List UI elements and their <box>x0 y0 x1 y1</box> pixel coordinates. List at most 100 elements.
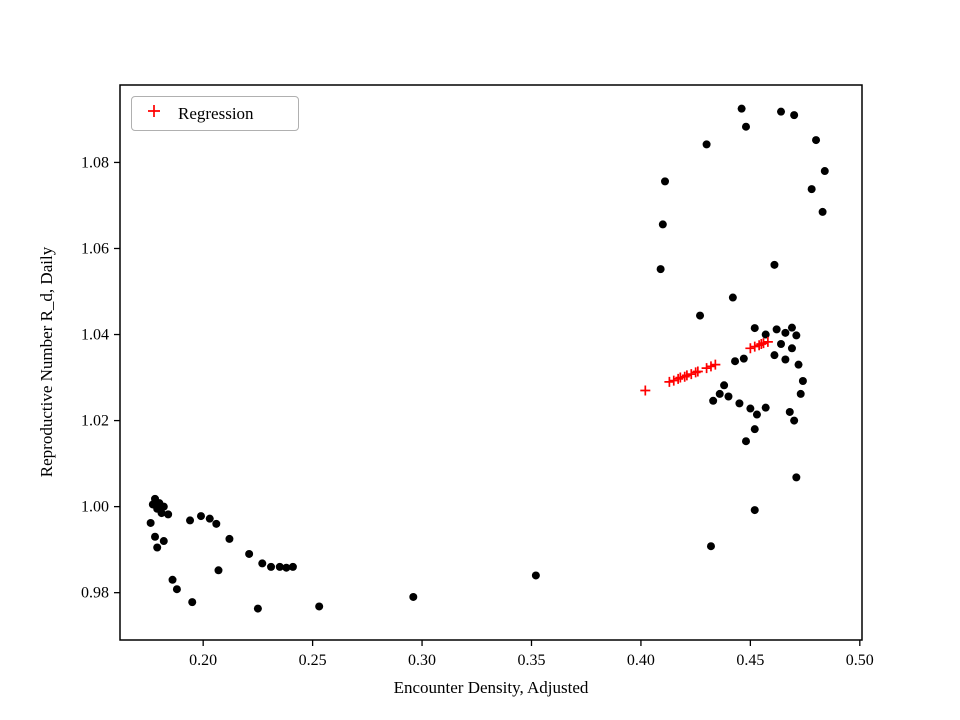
data-point <box>750 506 759 515</box>
data-point <box>409 592 418 601</box>
data-point <box>245 549 254 558</box>
data-point <box>275 562 284 571</box>
data-point <box>258 559 267 568</box>
data-point <box>770 351 779 360</box>
data-point <box>761 330 770 339</box>
data-point <box>735 399 744 408</box>
data-point <box>706 542 715 551</box>
regression-point <box>686 369 697 380</box>
data-point <box>741 437 750 446</box>
data-point <box>212 519 221 528</box>
regression-plus-marker-icon <box>146 104 164 123</box>
regression-point <box>758 338 769 349</box>
legend-entry-regression: Regression <box>178 103 254 123</box>
x-tick-label: 0.50 <box>846 652 874 669</box>
y-tick-label: 1.02 <box>81 413 109 430</box>
x-tick-label: 0.40 <box>627 652 655 669</box>
regression-point <box>692 366 703 377</box>
x-tick-label: 0.45 <box>736 652 764 669</box>
data-point <box>196 512 205 521</box>
data-point <box>818 207 827 216</box>
data-point <box>728 293 737 302</box>
regression-point <box>640 385 651 396</box>
data-point <box>531 571 540 580</box>
data-point <box>790 111 799 120</box>
data-point <box>798 377 807 385</box>
data-point <box>153 543 162 552</box>
x-axis-label: Encounter Density, Adjusted <box>393 678 589 697</box>
data-point <box>288 562 297 571</box>
data-point <box>731 357 740 366</box>
data-point <box>186 516 195 525</box>
regression-point <box>675 372 686 383</box>
data-point <box>741 122 750 131</box>
regression-point <box>668 375 679 386</box>
regression-point <box>681 370 692 381</box>
data-point <box>146 518 155 527</box>
data-point <box>750 324 759 333</box>
data-point <box>188 598 197 607</box>
x-tick-label: 0.30 <box>408 652 436 669</box>
data-point <box>151 532 160 541</box>
data-point <box>761 403 770 412</box>
regression-point <box>762 336 773 347</box>
x-tick-label: 0.25 <box>299 652 327 669</box>
regression-point <box>705 361 716 372</box>
data-point <box>253 604 262 613</box>
data-point <box>781 328 790 337</box>
data-point <box>656 265 665 274</box>
data-point <box>820 167 829 176</box>
data-point <box>752 410 761 419</box>
data-point <box>205 514 214 523</box>
data-point <box>737 104 746 113</box>
regression-point <box>690 367 701 378</box>
data-point <box>164 510 173 519</box>
regression-point <box>701 363 712 374</box>
data-point <box>159 502 168 511</box>
data-point <box>214 566 223 575</box>
plot-border <box>119 84 863 641</box>
data-point <box>746 404 755 413</box>
data-point <box>777 340 786 348</box>
data-point <box>282 563 291 572</box>
data-point <box>787 323 796 332</box>
regression-point <box>745 343 756 354</box>
data-point <box>750 425 759 434</box>
regression-point <box>664 376 675 387</box>
data-point <box>794 360 803 369</box>
data-point <box>159 537 168 546</box>
data-point <box>792 331 801 340</box>
data-point <box>792 473 801 482</box>
data-point <box>172 585 181 594</box>
data-point <box>812 136 821 145</box>
data-point <box>781 355 790 364</box>
data-point <box>661 177 670 186</box>
x-tick-label: 0.35 <box>517 652 545 669</box>
data-point <box>790 416 799 425</box>
regression-point <box>756 339 767 349</box>
data-point <box>777 107 786 116</box>
data-point <box>225 534 234 543</box>
data-point <box>785 407 794 416</box>
y-tick-label: 0.98 <box>81 585 109 602</box>
data-point <box>168 575 177 584</box>
data-point <box>720 381 729 390</box>
data-point <box>807 185 816 194</box>
data-point <box>658 220 667 229</box>
y-tick-label: 1.08 <box>81 154 109 171</box>
x-tick-label: 0.20 <box>189 652 217 669</box>
data-point <box>724 392 733 401</box>
y-axis-label: Reproductive Number R_d, Daily <box>37 246 56 478</box>
y-tick-label: 1.00 <box>81 499 109 516</box>
data-point <box>796 389 805 398</box>
y-tick-label: 1.04 <box>81 327 109 344</box>
data-point <box>315 602 324 611</box>
data-point <box>715 389 724 398</box>
data-point <box>696 311 705 320</box>
regression-point <box>710 359 721 370</box>
y-tick-label: 1.06 <box>81 240 109 257</box>
regression-point <box>749 341 760 352</box>
data-point <box>739 354 748 363</box>
regression-point <box>754 340 765 351</box>
